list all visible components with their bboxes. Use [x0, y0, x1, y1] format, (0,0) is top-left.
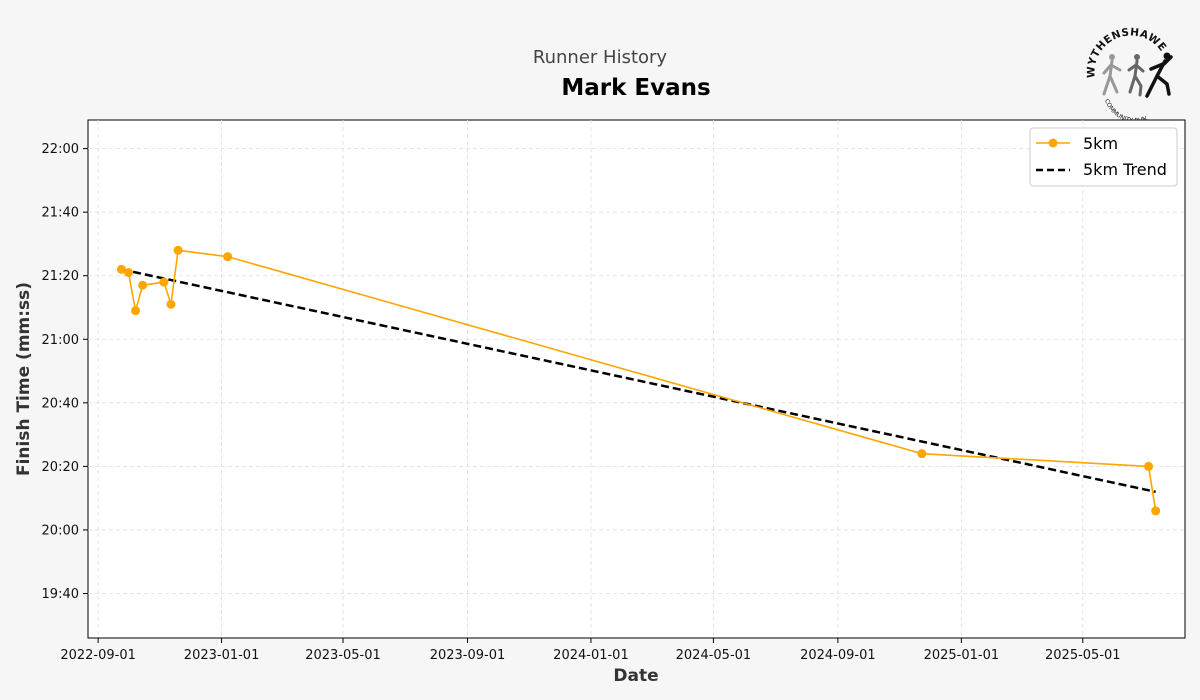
x-tick-label: 2024-09-01 — [800, 648, 876, 663]
data-point-5km — [131, 306, 141, 316]
x-tick-label: 2025-01-01 — [924, 648, 1000, 663]
legend-5km-marker — [1048, 138, 1058, 148]
chart-title: Mark Evans — [561, 75, 710, 101]
wythenshawe-logo: WYTHENSHAWE COMMUNITY RUN — [1086, 26, 1173, 120]
trend-line — [121, 268, 1156, 494]
y-axis-label: Finish Time (mm:ss) — [14, 282, 34, 476]
plot-area — [87, 119, 1186, 639]
y-axis-ticks: 19:40 20:00 20:20 20:40 21:00 21:20 21:40 22:00 — [42, 142, 88, 602]
y-tick-label: 22:00 — [42, 142, 79, 157]
y-tick-label: 21:40 — [42, 206, 79, 221]
data-point-5km — [917, 449, 927, 459]
data-point-5km — [138, 280, 148, 290]
data-point-5km — [1144, 461, 1154, 471]
x-tick-label: 2023-01-01 — [184, 648, 260, 663]
chart-supertitle: Runner History — [533, 47, 668, 68]
y-tick-label: 20:00 — [42, 523, 79, 538]
logo-bottom-text: COMMUNITY RUN — [1103, 98, 1148, 120]
y-tick-label: 20:40 — [42, 396, 79, 411]
y-tick-label: 21:20 — [42, 269, 79, 284]
y-tick-label: 19:40 — [42, 587, 79, 602]
x-tick-label: 2022-09-01 — [60, 648, 136, 663]
x-axis-label: Date — [613, 666, 658, 686]
x-tick-label: 2024-05-01 — [676, 648, 752, 663]
data-point-5km — [173, 245, 183, 255]
legend-5km-label: 5km — [1083, 134, 1118, 153]
data-point-5km — [223, 252, 233, 262]
x-tick-label: 2023-05-01 — [305, 648, 381, 663]
y-tick-label: 20:20 — [42, 460, 79, 475]
x-tick-label: 2024-01-01 — [553, 648, 629, 663]
legend: 5km 5km Trend — [1029, 127, 1178, 187]
data-point-5km — [116, 264, 126, 274]
data-point-5km — [166, 299, 176, 309]
runner-icon-black — [1145, 52, 1173, 98]
logo-top-text: WYTHENSHAWE — [1086, 26, 1169, 78]
data-point-5km — [159, 277, 169, 287]
x-tick-label: 2023-09-01 — [430, 648, 506, 663]
legend-trend-label: 5km Trend — [1083, 160, 1167, 179]
data-point-5km — [1151, 506, 1161, 516]
runner-icon-grey — [1102, 54, 1122, 96]
x-axis-ticks: 2022-09-01 2023-01-01 2023-05-01 2023-09-01… — [60, 638, 1121, 663]
data-point-5km — [123, 268, 133, 278]
grid — [88, 120, 1185, 638]
x-tick-label: 2025-05-01 — [1045, 648, 1121, 663]
runner-icon-darkgrey — [1127, 54, 1145, 97]
series — [116, 245, 1161, 516]
y-tick-label: 21:00 — [42, 333, 79, 348]
